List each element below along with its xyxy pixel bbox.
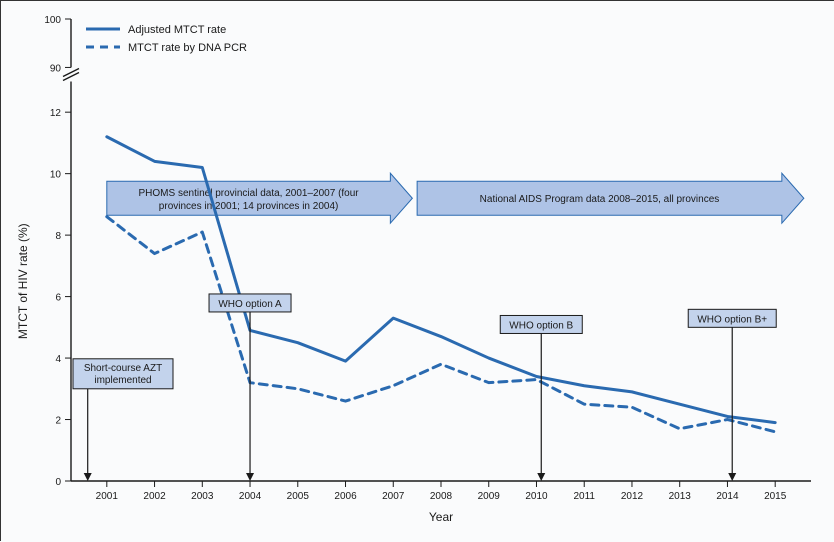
svg-text:WHO option B+: WHO option B+	[697, 314, 767, 325]
svg-text:2001: 2001	[96, 491, 119, 502]
svg-text:Year: Year	[429, 510, 453, 524]
svg-text:MTCT rate by DNA PCR: MTCT rate by DNA PCR	[128, 42, 247, 54]
svg-text:8: 8	[55, 231, 61, 242]
svg-text:WHO option B: WHO option B	[509, 320, 573, 331]
svg-text:2002: 2002	[143, 491, 166, 502]
svg-text:2014: 2014	[716, 491, 739, 502]
svg-text:WHO option A: WHO option A	[218, 299, 282, 310]
svg-text:Adjusted MTCT rate: Adjusted MTCT rate	[128, 24, 226, 36]
svg-text:2012: 2012	[621, 491, 644, 502]
svg-text:National AIDS Program data 200: National AIDS Program data 2008–2015, al…	[480, 194, 720, 205]
svg-text:4: 4	[55, 354, 61, 365]
svg-text:10: 10	[50, 170, 62, 181]
svg-text:provinces in 2001; 14 province: provinces in 2001; 14 provinces in 2004)	[159, 201, 339, 212]
svg-text:2008: 2008	[430, 491, 453, 502]
svg-text:2015: 2015	[764, 491, 787, 502]
svg-text:100: 100	[44, 15, 61, 26]
svg-text:Short-course AZT: Short-course AZT	[84, 363, 162, 374]
svg-text:6: 6	[55, 293, 61, 304]
svg-text:2003: 2003	[191, 491, 214, 502]
svg-text:2006: 2006	[334, 491, 357, 502]
svg-text:12: 12	[50, 108, 62, 119]
svg-text:MTCT of HIV rate (%): MTCT of HIV rate (%)	[16, 223, 30, 339]
svg-text:2011: 2011	[573, 491, 595, 502]
svg-text:2009: 2009	[478, 491, 501, 502]
svg-text:PHOMS sentinel provincial data: PHOMS sentinel provincial data, 2001–200…	[139, 188, 360, 199]
svg-text:implemented: implemented	[94, 375, 151, 386]
svg-text:2010: 2010	[525, 491, 548, 502]
line-chart: 2001200220032004200520062007200820092010…	[1, 1, 834, 542]
svg-text:0: 0	[55, 477, 61, 488]
svg-text:90: 90	[50, 63, 62, 74]
svg-text:2004: 2004	[239, 491, 262, 502]
svg-text:2: 2	[55, 416, 61, 427]
svg-text:2005: 2005	[287, 491, 310, 502]
svg-text:2013: 2013	[669, 491, 692, 502]
chart-container: 2001200220032004200520062007200820092010…	[1, 1, 833, 540]
svg-text:2007: 2007	[382, 491, 405, 502]
